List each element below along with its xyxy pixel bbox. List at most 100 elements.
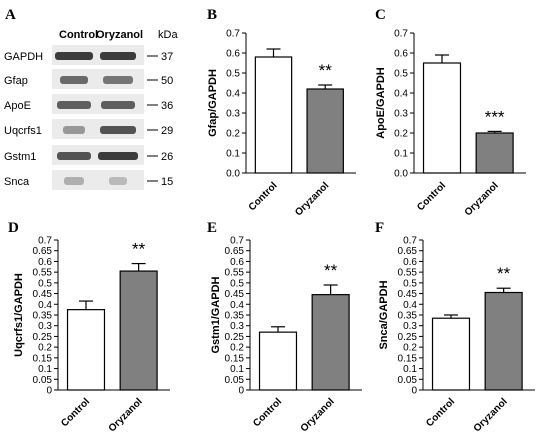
blot-band — [57, 152, 91, 160]
kda-value: 26 — [161, 151, 173, 163]
bar-control — [431, 317, 471, 391]
blot-band — [64, 177, 84, 185]
panel-letter-c: C — [375, 7, 386, 23]
y-tick-label: 0.5 — [403, 278, 417, 289]
y-tick-label: 0.6 — [403, 257, 417, 268]
y-tick-label: 0.7 — [394, 29, 408, 40]
y-tick-label: 0.1 — [394, 149, 408, 160]
band-name-gfap: Gfap — [4, 75, 28, 87]
category-label: Control — [59, 396, 92, 429]
y-tick-label: 0.5 — [394, 69, 408, 80]
bar-control — [422, 62, 462, 174]
y-tick-label: 0.3 — [230, 321, 244, 332]
y-tick-label: 0.55 — [225, 268, 245, 279]
y-tick-label: 0.6 — [230, 257, 244, 268]
y-tick-label: 0.4 — [230, 300, 244, 311]
y-axis-title: Gfap/GAPDH — [207, 69, 219, 137]
bar-oryzanol — [475, 132, 514, 174]
y-tick-label: 0.3 — [226, 109, 240, 120]
y-tick-label: 0.15 — [33, 353, 53, 364]
y-tick-label: 0.55 — [33, 268, 53, 279]
y-tick-label: 0.4 — [394, 89, 408, 100]
y-tick-label: 0.45 — [33, 289, 53, 300]
y-tick-label: 0.4 — [38, 300, 52, 311]
y-tick-label: 0.3 — [394, 109, 408, 120]
y-tick-label: 0.1 — [226, 149, 240, 160]
y-tick-label: 0.3 — [38, 321, 52, 332]
y-axis-title: Gstm1/GAPDH — [210, 276, 222, 353]
y-tick-label: 0.0 — [226, 169, 240, 180]
panel-letter-d: D — [8, 220, 19, 236]
y-tick-label: 0.35 — [398, 311, 418, 322]
y-tick-label: 0.2 — [230, 343, 244, 354]
blot-band — [101, 101, 135, 109]
blot-band — [55, 52, 93, 60]
blot-band — [100, 126, 136, 134]
band-name-gapdh: GAPDH — [4, 51, 43, 63]
y-axis-title: Snca/GAPDH — [378, 280, 390, 349]
lane-label-control: Control — [59, 29, 98, 41]
y-tick-label: 0 — [411, 386, 417, 397]
y-tick-label: 0.2 — [226, 129, 240, 140]
category-label: Control — [415, 180, 448, 213]
y-tick-label: 0.35 — [33, 311, 53, 322]
chart-panel-e: E 00.050.10.150.20.250.30.350.40.450.50.5… — [207, 220, 362, 434]
category-label: Control — [247, 180, 280, 213]
y-tick-label: 0.65 — [398, 246, 418, 257]
y-tick-label: 0.4 — [226, 89, 240, 100]
y-axis-title: ApoE/GAPDH — [375, 67, 387, 139]
y-tick-label: 0.7 — [403, 236, 417, 247]
y-tick-label: 0.25 — [33, 332, 53, 343]
y-tick-label: 0.25 — [398, 332, 418, 343]
band-name-snca: Snca — [4, 176, 30, 188]
y-tick-label: 0.35 — [225, 311, 245, 322]
blot-band — [98, 152, 138, 160]
bar-control — [66, 309, 106, 391]
band-name-uqcrfs1: Uqcrfs1 — [4, 125, 42, 137]
band-name-apoe: ApoE — [4, 100, 31, 112]
lane-label-oryzanol: Oryzanol — [96, 29, 143, 41]
y-tick-label: 0.5 — [230, 278, 244, 289]
significance-marker: ** — [319, 61, 333, 80]
bar-control — [254, 56, 293, 174]
category-label: Oryzanol — [463, 180, 501, 218]
y-tick-label: 0.25 — [225, 332, 245, 343]
y-tick-label: 0 — [46, 386, 52, 397]
y-tick-label: 0.6 — [394, 49, 408, 60]
y-tick-label: 0.15 — [398, 353, 418, 364]
y-tick-label: 0.65 — [33, 246, 53, 257]
category-label: Oryzanol — [472, 396, 510, 434]
y-tick-label: 0 — [238, 386, 244, 397]
y-tick-label: 0.1 — [403, 364, 417, 375]
y-tick-label: 0.7 — [226, 29, 240, 40]
category-label: Control — [251, 396, 284, 429]
kda-value: 29 — [161, 125, 173, 137]
blot-rows: GAPDH 37 Gfap 50 ApoE 36 Uqcrfs1 29 Gstm1 26 Snca 1… — [4, 45, 173, 190]
y-tick-label: 0.55 — [398, 268, 418, 279]
blot-band — [63, 126, 85, 134]
y-tick-label: 0.5 — [226, 69, 240, 80]
y-tick-label: 0.2 — [403, 343, 417, 354]
kda-value: 50 — [161, 75, 173, 87]
panel-letter-b: B — [207, 7, 217, 23]
y-tick-label: 0.5 — [38, 278, 52, 289]
blot-band — [57, 101, 91, 109]
blot-band — [109, 177, 127, 185]
chart-panel-d: D 00.050.10.150.20.250.30.350.40.450.50.5… — [8, 220, 170, 434]
panel-letter-a: A — [5, 7, 16, 23]
y-tick-label: 0.1 — [38, 364, 52, 375]
western-blot-panel: A Control Oryzanol kDa GAPDH 37 Gfap 50 ApoE… — [4, 7, 178, 190]
band-name-gstm1: Gstm1 — [4, 151, 36, 163]
bar-oryzanol — [306, 88, 344, 174]
kda-value: 15 — [161, 176, 173, 188]
y-tick-label: 0.15 — [225, 353, 245, 364]
significance-marker: *** — [485, 107, 505, 126]
bar-oryzanol — [484, 291, 523, 391]
kda-value: 36 — [161, 100, 173, 112]
chart-panel-f: F 00.050.10.150.20.250.30.350.40.450.50.5… — [375, 220, 535, 434]
blot-band — [103, 76, 133, 84]
y-tick-label: 0.2 — [394, 129, 408, 140]
kda-header: kDa — [158, 29, 178, 41]
y-tick-label: 0.6 — [226, 49, 240, 60]
